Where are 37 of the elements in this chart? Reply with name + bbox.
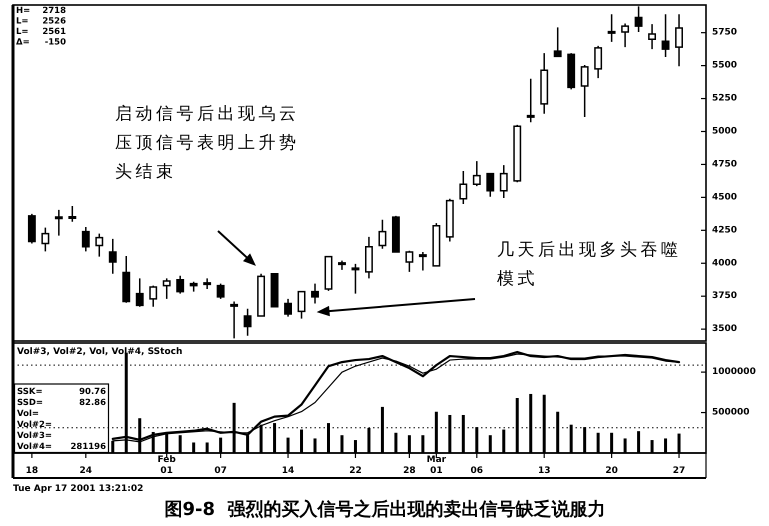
x-tick-label: 24 [80,466,92,476]
y-tick-label: 4500 [712,192,738,202]
readout-box: SSK= 90.76 SSD= 82.86 Vol= Vol#2= Vol#3= Vol#4= 281196 [14,383,110,454]
y-tick-label: 500000 [712,408,750,418]
x-tick-label: 06 [470,466,484,476]
y-tick-label: 5500 [712,60,738,71]
x-tick-label: Feb 01 [158,455,176,476]
x-tick-label: 14 [282,466,294,476]
text: H= 2718 [16,6,66,16]
y-tick-label: 4000 [712,258,738,268]
text: L= 2561 [16,27,66,37]
x-tick-label: 27 [672,466,686,476]
chart-title: Vol#3, Vol#2, Vol, Vol#4, SStoch [17,347,182,357]
annotation: 几天后出现多头吞噬模式 [497,240,682,289]
annotation: Vol#3= [17,431,52,441]
x-tick-label: 07 [214,466,227,476]
annotation: 启动信号后出现乌云压顶信号表明上升势头结束 [115,104,300,182]
text: L= 2526 [16,16,66,26]
y-tick-label: 4750 [712,159,738,170]
x-tick-label: 22 [349,466,362,476]
y-tick-label: 3750 [712,291,738,302]
y-tick-label: 5250 [712,94,738,104]
text: 图9-8 强烈的买入信号之后出现的卖出信号缺乏说服力 [164,499,606,520]
y-tick-label: 1000000 [712,367,756,378]
x-tick-label: 28 [403,466,416,476]
y-tick-label: 5000 [712,126,738,136]
y-tick-label: 4250 [712,225,738,236]
annotation: Vol= [17,409,39,419]
x-tick-label: Mar 01 [426,455,447,476]
y-tick-label: 5750 [712,28,738,38]
annotation: Vol#2= [17,420,52,430]
x-tick-label: 18 [26,466,38,476]
y-tick-label: 3500 [712,324,738,334]
x-tick-label: 13 [538,466,550,476]
text: Δ= -150 [16,38,66,48]
x-tick-label: 20 [605,466,618,476]
text: Tue Apr 17 2001 13:21:02 [13,484,144,494]
